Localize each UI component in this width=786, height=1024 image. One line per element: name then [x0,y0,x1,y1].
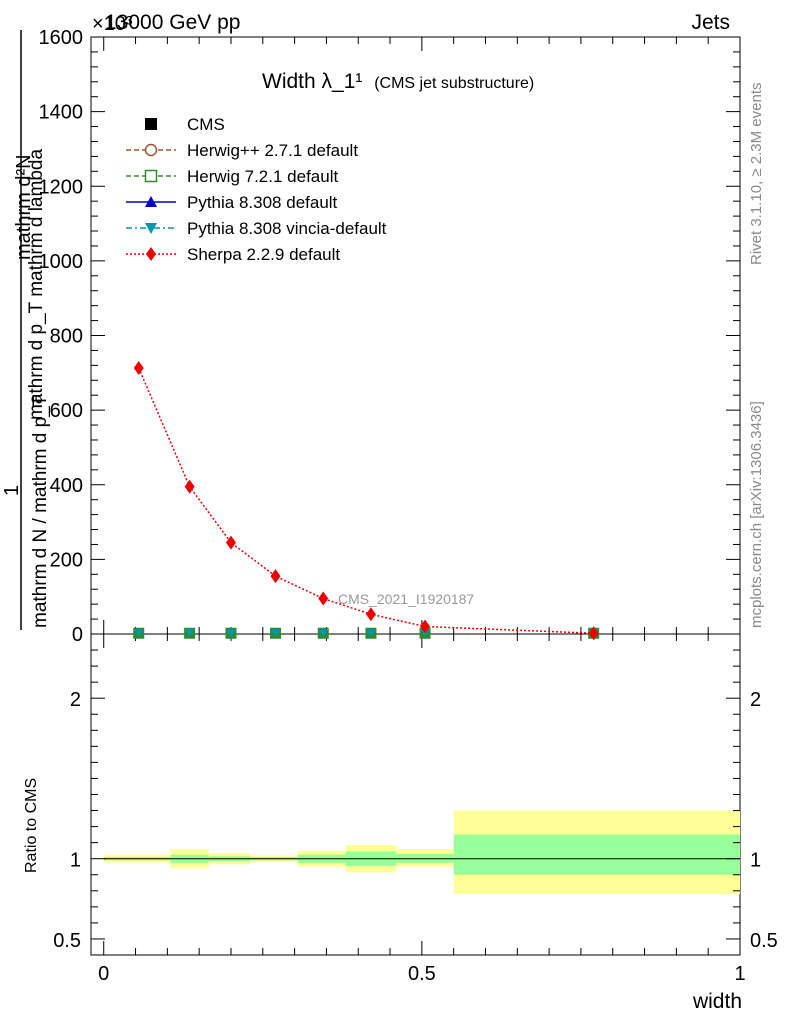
svg-text:1: 1 [1,485,23,496]
y-tick-label: 1000 [39,251,84,273]
series-layer [133,360,600,641]
x-tick-labels: 0 0.5 1 [98,963,745,985]
vincia-point [365,629,376,638]
y-tick-label: 1600 [39,27,84,49]
chart-title: Width λ_1¹ (CMS jet substructure) [262,70,534,93]
svg-text:mathrm d N / mathrm d p_T: mathrm d N / mathrm d p_T [30,394,51,628]
main-y-tick-labels: 0 200 400 600 800 1000 1200 1400 1600 [39,27,84,646]
header-left: 13000 GeV pp [105,11,240,34]
legend-label: Pythia 8.308 default [187,193,338,212]
ratio-tick-label: 2 [70,689,81,711]
legend: CMS Herwig++ 2.7.1 default Herwig 7.2.1 de… [126,115,387,264]
legend-label: Sherpa 2.2.9 default [187,245,340,264]
ratio-tick-label: 0.5 [750,930,778,952]
ratio-plot-frame [90,633,741,956]
sherpa-point [184,479,195,494]
legend-marker [145,118,157,130]
legend-marker [146,247,156,261]
mcplots-label: mcplots.cern.ch [arXiv:1306.3436] [748,401,765,628]
ratio-y-tick-labels: 0.5 0.5 1 1 2 2 [53,689,778,952]
analysis-watermark: CMS_2021_I1920187 [338,591,474,607]
ratio-tick-label: 1 [70,850,81,872]
vincia-point [184,629,195,638]
x-tick-label: 0.5 [408,963,436,985]
y-tick-label: 200 [50,549,83,571]
y-tick-label: 800 [50,326,83,348]
legend-marker [144,169,158,183]
y-tick-label: 1200 [39,176,84,198]
header-right: Jets [691,11,730,34]
ratio-band-green [453,834,740,875]
legend-label: Herwig 7.2.1 default [187,167,338,186]
x-tick-label: 1 [734,963,745,985]
vincia-point [225,629,236,638]
legend-marker [144,143,158,157]
legend-label: CMS [187,115,225,134]
ratio-y-axis-label: Ratio to CMS [23,778,40,873]
ratio-tick-label: 1 [750,850,761,872]
vincia-point [270,629,281,638]
chart-subtitle: (CMS jet substructure) [374,75,534,92]
legend-marker [145,196,157,207]
legend-label: Herwig++ 2.7.1 default [187,141,358,160]
vincia-point [318,629,329,638]
main-y-axis-label: mathrm d²N mathrm d p_T mathrm d lambda … [1,30,51,630]
main-axis-ticks [91,36,741,955]
y-exponent: ×10³ [92,13,133,35]
ratio-bands [103,810,740,895]
sherpa-point [365,607,376,622]
ratio-tick-label: 2 [750,689,761,711]
vincia-point [133,629,144,638]
svg-text:mathrm d²N: mathrm d²N [13,154,35,260]
sherpa-point [133,360,144,375]
y-tick-label: 600 [50,400,83,422]
legend-marker [145,223,157,234]
sherpa-point [270,569,281,584]
sherpa-point [225,535,236,550]
y-tick-label: 400 [50,475,83,497]
ratio-tick-label: 0.5 [53,930,81,952]
sherpa-point [318,591,329,606]
sherpa-series-line [138,367,594,635]
ratio-axis-ticks [91,649,740,940]
rivet-label: Rivet 3.1.10, ≥ 2.3M events [748,83,765,266]
x-axis-label: width [692,990,742,1013]
legend-label: Pythia 8.308 vincia-default [187,219,387,238]
sherpa-point [588,626,599,641]
x-tick-label: 0 [98,963,109,985]
y-tick-label: 0 [72,624,83,646]
y-tick-label: 1400 [39,102,84,124]
svg-text:mathrm d p_T mathrm d lambda: mathrm d p_T mathrm d lambda [26,149,47,420]
sherpa-point [420,619,431,634]
